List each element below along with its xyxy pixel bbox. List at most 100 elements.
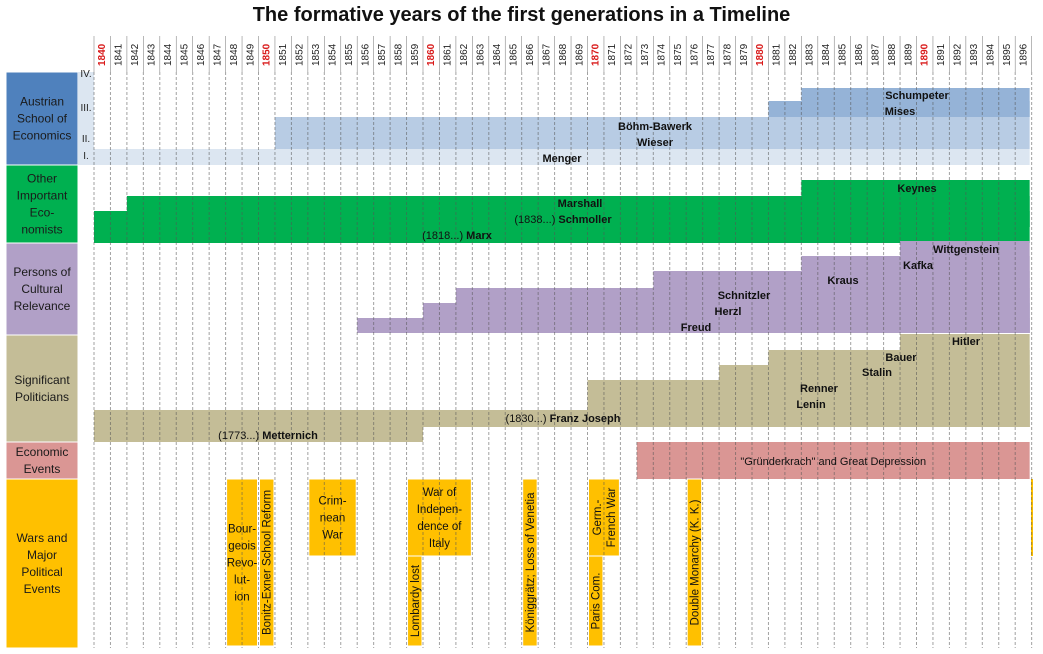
austrian-sublevel-column: [78, 72, 94, 165]
austrian-level-label: II.: [82, 134, 90, 145]
person-label-schmoller: (1838...) Schmoller: [514, 214, 612, 226]
year-label: 1856: [360, 43, 371, 66]
year-label: 1887: [870, 43, 881, 66]
year-label: 1869: [574, 43, 585, 66]
person-label-wieser: Wieser: [637, 137, 674, 149]
bar-menger: [94, 149, 1030, 165]
event-label: Paris Com.: [591, 573, 603, 630]
event-box: [259, 478, 275, 647]
year-label: 1879: [739, 43, 750, 66]
austrian-level-label: IV.: [80, 69, 91, 80]
year-label: 1848: [229, 43, 240, 66]
event-label: nean: [320, 513, 346, 525]
person-label-wittgenstein: Wittgenstein: [933, 244, 999, 256]
austrian-level-label: I.: [83, 151, 89, 162]
year-label: 1849: [245, 43, 256, 66]
category-label-austrian: Austrian: [20, 95, 64, 109]
event-label: Italy: [429, 538, 450, 550]
event-box: [308, 478, 357, 557]
year-label: 1892: [953, 43, 964, 66]
bar-politician: [94, 410, 1030, 427]
austrian-level-label: III.: [80, 103, 91, 114]
person-label-metternich: (1773...) Metternich: [218, 430, 318, 442]
year-label: 1853: [311, 43, 322, 66]
year-label: 1886: [854, 43, 865, 66]
year-label: 1862: [459, 43, 470, 66]
year-label: 1896: [1018, 43, 1029, 66]
event-label: ion: [234, 592, 249, 604]
person-label-renner: Renner: [800, 383, 839, 395]
category-box-economic: [5, 441, 79, 480]
year-label: 1858: [393, 43, 404, 66]
year-label: 1866: [525, 43, 536, 66]
category-label-wars: Wars and: [17, 531, 68, 545]
event-box: [686, 478, 703, 647]
event-label: Lombardy lost: [410, 564, 422, 637]
year-label: 1888: [887, 43, 898, 66]
year-label: 1857: [377, 43, 388, 66]
year-label: 1843: [147, 43, 158, 66]
person-label-marshall: Marshall: [558, 198, 603, 210]
category-label-cultural: Persons of: [13, 265, 71, 279]
event-label: lut-: [234, 575, 250, 587]
year-label: 1894: [986, 43, 997, 66]
year-label: 1850: [262, 43, 273, 66]
event-box: [588, 555, 604, 647]
category-label-economists: nomists: [21, 223, 62, 237]
category-label-wars: Major: [27, 548, 57, 562]
event-label: War of: [423, 487, 457, 499]
person-label-mises: Mises: [885, 106, 916, 118]
category-label-economists: Eco-: [30, 206, 55, 220]
category-label-politicians: Significant: [14, 373, 70, 387]
year-label: 1841: [114, 43, 125, 66]
event-label: dence of: [417, 521, 462, 533]
event-label: War: [322, 530, 343, 542]
year-label: 1890: [920, 43, 931, 66]
year-label: 1889: [903, 43, 914, 66]
person-label-keynes: Keynes: [897, 183, 936, 195]
year-label: 1878: [722, 43, 733, 66]
year-label: 1883: [805, 43, 816, 66]
year-label: 1865: [508, 43, 519, 66]
year-label: 1847: [212, 43, 223, 66]
person-label-schumpeter: Schumpeter: [885, 90, 949, 102]
category-label-austrian: School of: [17, 112, 68, 126]
year-label: 1845: [179, 43, 190, 66]
year-label: 1854: [328, 43, 339, 66]
event-box: [522, 478, 538, 647]
bar-b-hm-bawerk: [274, 117, 1030, 149]
person-label-böhm-bawerk: Böhm-Bawerk: [618, 121, 693, 133]
year-label: 1870: [591, 43, 602, 66]
person-label-kraus: Kraus: [827, 275, 858, 287]
year-label: 1861: [443, 43, 454, 66]
year-label: 1873: [640, 43, 651, 66]
event-label: Bour-: [228, 524, 256, 536]
year-label: 1874: [657, 43, 668, 66]
event-label: Revo-: [227, 558, 258, 570]
person-label-herzl: Herzl: [715, 306, 742, 318]
category-label-austrian: Economics: [13, 129, 72, 143]
person-label-kafka: Kafka: [903, 260, 934, 272]
year-label: 1842: [130, 43, 141, 66]
event-label: Double Monarchy (K. K.): [689, 499, 701, 625]
year-label: 1880: [755, 43, 766, 66]
year-label: 1855: [344, 43, 355, 66]
year-label: 1852: [295, 43, 306, 66]
event-label: Crim-: [318, 496, 346, 508]
year-label: 1871: [607, 43, 618, 66]
year-label: 1877: [706, 43, 717, 66]
person-label-lenin: Lenin: [796, 399, 826, 411]
year-label: 1844: [163, 43, 174, 66]
economic-event-label: "Gründerkrach" and Great Depression: [740, 456, 926, 468]
person-label-marx: (1818...) Marx: [422, 230, 493, 242]
year-label: 1893: [969, 43, 980, 66]
year-label: 1863: [476, 43, 487, 66]
event-label: Königgrätz; Loss of Venetia: [525, 492, 537, 633]
event-label: Germ.- French War: [592, 488, 618, 548]
category-box-wars: [5, 478, 79, 649]
year-label: 1882: [788, 43, 799, 66]
category-label-politicians: Politicians: [15, 390, 69, 404]
year-label: 1860: [426, 43, 437, 66]
year-label: 1885: [837, 43, 848, 66]
